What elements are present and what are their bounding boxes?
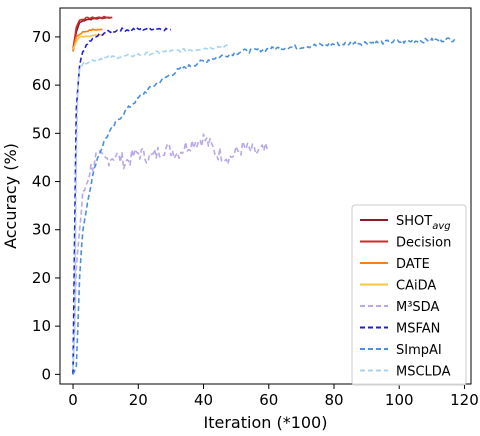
- legend-label-4: M³SDA: [396, 300, 439, 315]
- x-axis-ticks: 0 20 40 60 80 100 120: [68, 384, 479, 409]
- plot-frame: [59, 7, 472, 385]
- y-tick-label-4: 40: [32, 173, 51, 191]
- legend-box: [351, 204, 467, 386]
- x-tick-label-3: 60: [259, 391, 278, 409]
- legend-label-3: CAiDA: [396, 279, 436, 294]
- legend-label-2: DATE: [396, 257, 430, 272]
- y-tick-label-2: 20: [32, 269, 51, 287]
- x-tick-label-5: 100: [385, 391, 414, 409]
- y-tick-label-3: 30: [32, 221, 51, 239]
- y-axis-ticks: 0 10 20 30 40 50 60 70: [32, 28, 60, 383]
- y-tick-label-6: 60: [32, 76, 51, 94]
- x-tick-label-6: 120: [450, 391, 479, 409]
- y-tick-label-5: 50: [32, 124, 51, 142]
- series-line-5: [72, 26, 172, 375]
- series-line-1: [72, 15, 113, 50]
- x-tick-label-2: 40: [194, 391, 213, 409]
- legend-label-5: MSFAN: [396, 322, 440, 337]
- legend: SHOTavgDecisionDATECAiDAM³SDAMSFANSImpAI…: [351, 204, 467, 386]
- series-layer: [72, 15, 456, 375]
- legend-label-7: MSCLDA: [396, 365, 451, 380]
- series-line-2: [72, 28, 103, 52]
- x-tick-label-1: 20: [129, 391, 148, 409]
- x-axis-label: Iteration (*100): [204, 413, 328, 432]
- x-tick-label-4: 80: [324, 391, 343, 409]
- series-line-4: [72, 133, 270, 375]
- y-tick-label-1: 10: [32, 317, 51, 335]
- legend-label-6: SImpAI: [396, 343, 442, 358]
- y-tick-label-0: 0: [41, 365, 51, 383]
- series-line-6: [72, 37, 456, 375]
- y-tick-label-7: 70: [32, 28, 51, 46]
- series-line-7: [72, 44, 231, 370]
- legend-label-1: Decision: [396, 236, 451, 251]
- x-tick-label-0: 0: [68, 391, 78, 409]
- y-axis-label: Accuracy (%): [1, 143, 20, 249]
